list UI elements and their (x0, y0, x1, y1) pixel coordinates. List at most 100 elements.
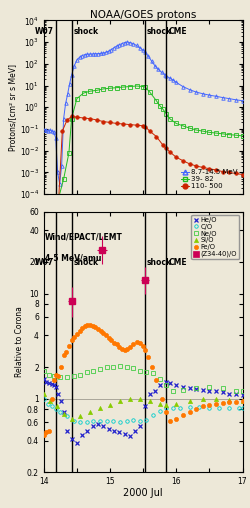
Si/O (56, 403, 58, 409)
Title: NOAA/GOES protons: NOAA/GOES protons (90, 10, 196, 19)
He/O (144, 403, 146, 409)
Si/O (49, 398, 52, 404)
He/O (208, 388, 211, 394)
Legend: 8.7-14.5 MeV, 39- 82, 110- 500: 8.7-14.5 MeV, 39- 82, 110- 500 (179, 168, 239, 190)
Line: C/O: C/O (42, 397, 244, 424)
Y-axis label: Protons/[cm² sr s MeV]: Protons/[cm² sr s MeV] (8, 64, 17, 151)
Ne/O (195, 385, 198, 391)
Text: shock: shock (147, 258, 172, 267)
Ne/O (118, 363, 122, 369)
Line: Fe/O: Fe/O (42, 323, 244, 437)
C/O (165, 405, 168, 411)
C/O (208, 405, 211, 411)
C/O (138, 418, 141, 424)
Si/O (70, 416, 73, 422)
Si/O (241, 398, 244, 404)
Ne/O (98, 366, 102, 372)
Fe/O (86, 322, 89, 328)
Ne/O (79, 371, 82, 377)
Ne/O (145, 369, 148, 375)
C/O (46, 401, 49, 407)
Si/O (188, 398, 191, 404)
C/O (125, 418, 128, 424)
Legend: He/O, C/O, Ne/O, Si/O, Fe/O, (Z34-40)/O: He/O, C/O, Ne/O, Si/O, Fe/O, (Z34-40)/O (191, 215, 239, 260)
Ne/O (66, 374, 68, 380)
Text: shock: shock (74, 258, 99, 267)
Si/O (228, 397, 231, 403)
He/O (195, 386, 198, 392)
Si/O (165, 402, 168, 408)
Si/O (118, 398, 122, 404)
Fe/O (45, 429, 48, 435)
He/O (42, 376, 45, 382)
C/O (72, 418, 75, 424)
Fe/O (42, 432, 45, 438)
Si/O (201, 396, 204, 402)
He/O (159, 382, 162, 388)
He/O (228, 391, 231, 397)
Line: Si/O: Si/O (42, 392, 244, 421)
Y-axis label: Relative to Corona: Relative to Corona (15, 307, 24, 377)
He/O (165, 379, 168, 385)
Text: shock: shock (74, 26, 99, 36)
C/O (79, 419, 82, 425)
He/O (60, 398, 62, 404)
C/O (112, 419, 115, 425)
Si/O (214, 396, 218, 402)
Fe/O (142, 342, 145, 348)
C/O (54, 406, 57, 412)
Ne/O (105, 364, 108, 370)
C/O (188, 404, 191, 410)
He/O (70, 435, 73, 441)
Text: shock: shock (147, 26, 172, 36)
He/O (139, 423, 142, 429)
C/O (132, 417, 135, 423)
Si/O (148, 398, 151, 404)
He/O (118, 429, 121, 435)
Ne/O (132, 365, 135, 371)
Ne/O (221, 385, 224, 391)
He/O (76, 440, 78, 446)
He/O (201, 387, 204, 393)
Line: Ne/O: Ne/O (42, 364, 244, 393)
Si/O (42, 392, 45, 398)
He/O (234, 392, 238, 398)
He/O (241, 392, 244, 398)
C/O (98, 418, 102, 424)
Ne/O (182, 387, 184, 393)
Ne/O (208, 384, 211, 390)
He/O (182, 384, 184, 390)
Ne/O (92, 368, 95, 374)
Si/O (98, 405, 102, 411)
C/O (85, 419, 88, 425)
Text: W07: W07 (35, 26, 54, 36)
He/O (188, 385, 191, 391)
Ne/O (158, 376, 161, 382)
Si/O (128, 396, 132, 402)
C/O (178, 405, 181, 411)
He/O (54, 384, 57, 390)
X-axis label: 2000 Jul: 2000 Jul (123, 488, 163, 498)
Ne/O (241, 388, 244, 394)
He/O (45, 379, 48, 385)
C/O (152, 412, 154, 418)
He/O (214, 388, 218, 394)
Fe/O (126, 346, 129, 353)
C/O (59, 409, 62, 415)
C/O (145, 417, 148, 423)
Ne/O (125, 364, 128, 370)
Si/O (138, 396, 141, 402)
Line: He/O: He/O (41, 376, 245, 446)
Fe/O (241, 398, 244, 404)
He/O (53, 382, 56, 388)
Ne/O (53, 373, 56, 379)
He/O (48, 380, 50, 387)
He/O (96, 421, 100, 427)
C/O (241, 405, 244, 411)
C/O (105, 418, 108, 424)
Ne/O (112, 364, 115, 370)
Fe/O (135, 338, 138, 344)
C/O (50, 403, 53, 409)
Si/O (79, 414, 82, 420)
He/O (112, 428, 116, 434)
